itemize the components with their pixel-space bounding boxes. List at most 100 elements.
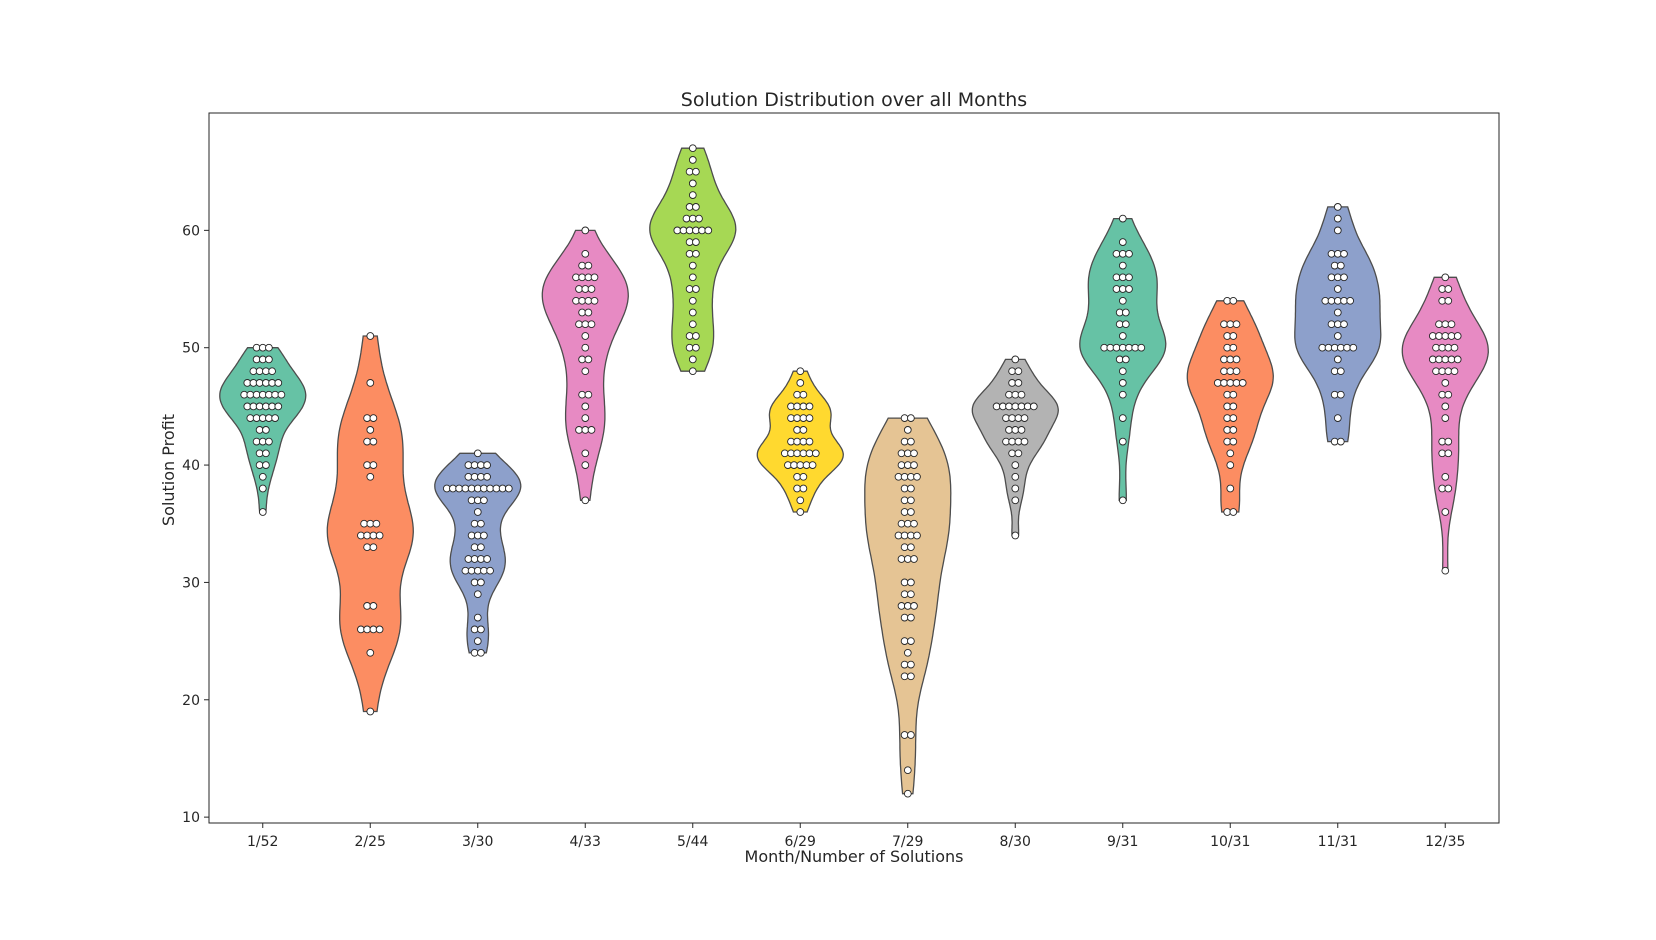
swarm-point	[366, 648, 375, 657]
x-tick-label: 11/31	[1318, 834, 1358, 850]
swarm-point	[1125, 273, 1133, 282]
swarm-point	[1444, 296, 1453, 305]
violin-5-44	[649, 147, 737, 372]
swarm-point	[688, 156, 697, 164]
swarm-point	[907, 672, 915, 681]
x-tick-label: 6/29	[785, 834, 816, 850]
swarm-point	[1118, 496, 1127, 505]
swarm-point	[1229, 414, 1238, 422]
swarm-point	[1008, 379, 1016, 387]
violin-3-30	[434, 452, 522, 654]
swarm-point	[477, 543, 485, 552]
swarm-point	[913, 472, 921, 481]
swarm-point	[897, 449, 906, 458]
x-tick-label: 5/44	[677, 834, 709, 850]
swarm-point	[246, 414, 255, 422]
swarm-point	[483, 461, 491, 469]
swarm-point	[695, 214, 703, 223]
swarm-point	[258, 472, 267, 481]
swarm-point	[584, 390, 593, 399]
swarm-point	[805, 414, 814, 422]
swarm-point	[688, 308, 697, 317]
swarm-point	[793, 414, 801, 422]
swarm-point	[1011, 461, 1020, 469]
swarm-point	[685, 167, 694, 176]
x-tick-label: 12/35	[1425, 834, 1465, 850]
swarm-point	[907, 484, 915, 493]
swarm-point	[805, 437, 814, 446]
swarm-point	[913, 531, 921, 540]
y-tick-label: 30	[182, 575, 200, 591]
swarm-point	[1121, 320, 1130, 329]
swarm-point	[575, 426, 583, 434]
swarm-point	[793, 472, 801, 481]
swarm-point	[1232, 320, 1241, 329]
swarm-point	[1008, 437, 1016, 446]
swarm-point	[369, 461, 378, 469]
swarm-point	[1333, 285, 1342, 293]
violins-group	[219, 147, 1489, 795]
swarm-point	[790, 461, 798, 469]
swarm-point	[1125, 249, 1133, 258]
swarm-point	[1238, 379, 1247, 387]
swarm-point	[363, 543, 371, 552]
swarm-point	[255, 449, 264, 458]
swarm-point	[1450, 343, 1459, 352]
swarm-point	[900, 531, 909, 540]
swarm-point	[369, 602, 378, 610]
swarm-point	[1333, 226, 1342, 235]
swarm-point	[685, 343, 694, 352]
swarm-point	[255, 402, 264, 411]
x-tick-label: 7/29	[892, 834, 923, 850]
swarm-point	[578, 390, 586, 399]
x-tick-label: 2/25	[355, 834, 386, 850]
swarm-point	[470, 555, 479, 563]
swarm-point	[372, 519, 381, 528]
swarm-point	[897, 602, 906, 610]
chart-title: Solution Distribution over all Months	[681, 89, 1027, 111]
swarm-point	[1011, 496, 1020, 505]
swarm-point	[587, 285, 596, 293]
swarm-point	[366, 332, 375, 340]
swarm-point	[793, 402, 801, 411]
swarm-point	[581, 461, 590, 469]
swarm-point	[366, 426, 375, 434]
swarm-point	[1333, 355, 1342, 364]
y-axis-ticks: 10 20 30 40 50 60	[182, 223, 209, 826]
swarm-point	[1011, 531, 1020, 540]
swarm-point	[704, 226, 713, 235]
swarm-point	[685, 238, 694, 246]
swarm-point	[1327, 320, 1336, 329]
swarm-point	[366, 707, 375, 716]
swarm-point	[1444, 390, 1453, 399]
swarm-point	[277, 390, 286, 399]
swarm-point	[578, 355, 586, 364]
swarm-point	[575, 285, 583, 293]
swarm-point	[581, 367, 590, 376]
swarm-point	[366, 379, 375, 387]
x-tick-label: 8/30	[1000, 834, 1031, 850]
swarm-point	[587, 426, 596, 434]
swarm-point	[581, 414, 590, 422]
swarm-point	[262, 449, 270, 458]
swarm-point	[796, 379, 805, 387]
swarm-point	[581, 226, 590, 235]
swarm-point	[692, 167, 700, 176]
swarm-point	[369, 543, 378, 552]
swarm-point	[688, 367, 697, 376]
swarm-point	[1229, 296, 1238, 305]
swarm-point	[1137, 343, 1146, 352]
swarm-point	[1441, 566, 1450, 575]
swarm-point	[907, 543, 915, 552]
swarm-point	[907, 660, 915, 669]
swarm-point	[578, 261, 586, 270]
swarm-point	[255, 379, 264, 387]
swarm-point	[692, 332, 700, 340]
swarm-point	[907, 508, 915, 516]
swarm-point	[262, 461, 270, 469]
swarm-point	[903, 766, 912, 775]
swarm-point	[455, 484, 463, 493]
swarm-point	[900, 672, 909, 681]
swarm-point	[581, 332, 590, 340]
